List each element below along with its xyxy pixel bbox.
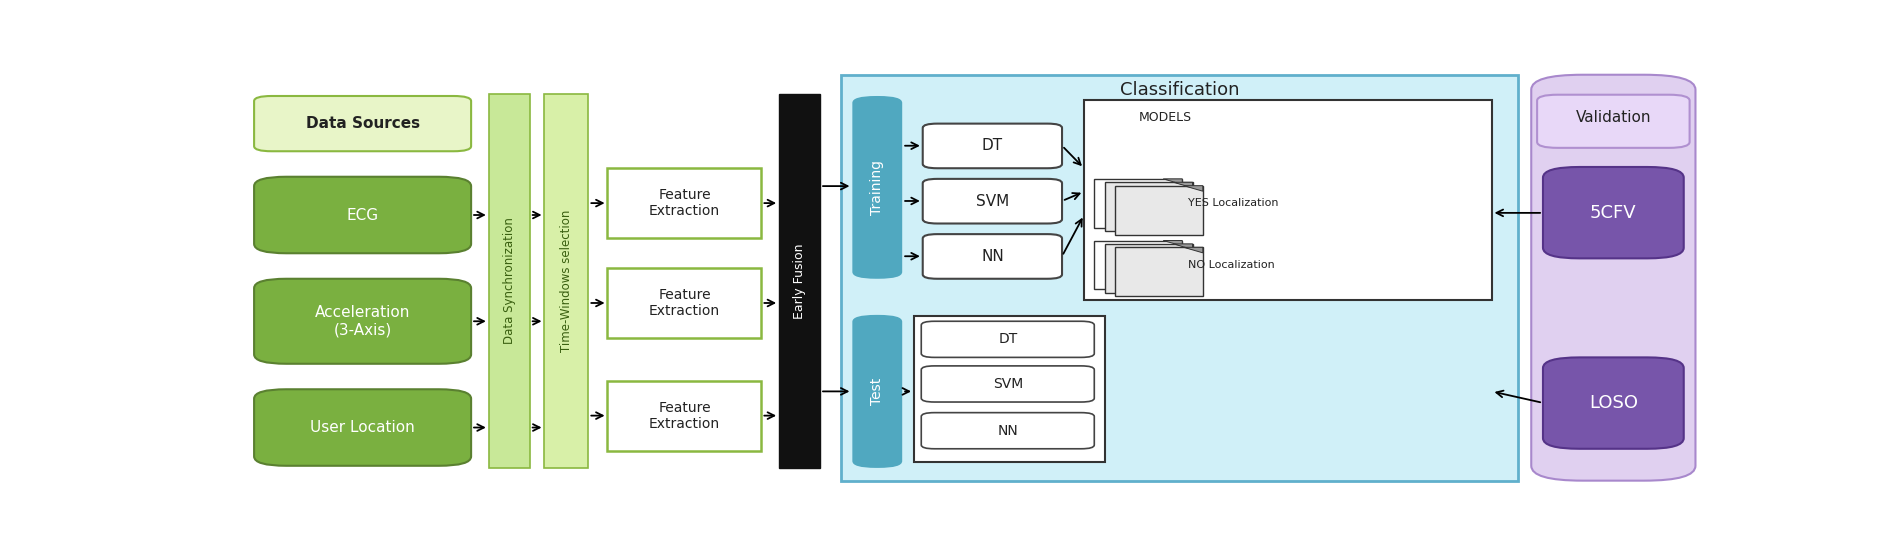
FancyBboxPatch shape	[840, 75, 1517, 481]
FancyBboxPatch shape	[851, 96, 902, 279]
FancyBboxPatch shape	[254, 177, 471, 253]
Text: Classification: Classification	[1120, 81, 1239, 99]
Polygon shape	[1173, 244, 1192, 250]
Text: LOSO: LOSO	[1589, 394, 1638, 412]
Text: SVM: SVM	[976, 194, 1008, 209]
FancyBboxPatch shape	[254, 96, 471, 151]
FancyBboxPatch shape	[921, 321, 1094, 357]
FancyBboxPatch shape	[1094, 241, 1182, 289]
FancyBboxPatch shape	[851, 315, 902, 468]
FancyBboxPatch shape	[923, 179, 1061, 224]
FancyBboxPatch shape	[545, 94, 588, 468]
FancyBboxPatch shape	[254, 389, 471, 466]
Polygon shape	[1164, 179, 1182, 184]
FancyBboxPatch shape	[607, 381, 761, 451]
FancyBboxPatch shape	[1105, 182, 1192, 231]
Polygon shape	[1164, 241, 1182, 246]
FancyBboxPatch shape	[1084, 100, 1491, 300]
Text: Time-Windows selection: Time-Windows selection	[560, 210, 573, 352]
Text: User Location: User Location	[310, 420, 414, 435]
Text: NN: NN	[982, 249, 1005, 264]
Text: Training: Training	[870, 160, 884, 215]
Text: Data Sources: Data Sources	[305, 116, 420, 131]
Text: Feature
Extraction: Feature Extraction	[649, 401, 721, 431]
FancyBboxPatch shape	[254, 279, 471, 364]
Polygon shape	[1184, 185, 1203, 191]
Text: YES Localization: YES Localization	[1188, 198, 1279, 208]
Text: 5CFV: 5CFV	[1589, 204, 1637, 222]
FancyBboxPatch shape	[923, 124, 1061, 168]
Polygon shape	[1173, 182, 1192, 188]
FancyBboxPatch shape	[1544, 167, 1684, 258]
Text: Early Fusion: Early Fusion	[793, 243, 806, 319]
FancyBboxPatch shape	[1531, 75, 1695, 481]
FancyBboxPatch shape	[1105, 244, 1192, 293]
FancyBboxPatch shape	[607, 168, 761, 238]
Text: SVM: SVM	[993, 377, 1024, 391]
FancyBboxPatch shape	[488, 94, 530, 468]
FancyBboxPatch shape	[1114, 185, 1203, 235]
Text: NO Localization: NO Localization	[1188, 260, 1275, 270]
Text: DT: DT	[982, 139, 1003, 153]
Text: Test: Test	[870, 378, 884, 405]
FancyBboxPatch shape	[921, 366, 1094, 402]
FancyBboxPatch shape	[607, 268, 761, 338]
Text: Feature
Extraction: Feature Extraction	[649, 188, 721, 219]
Text: NN: NN	[997, 424, 1018, 438]
Polygon shape	[1184, 247, 1203, 253]
FancyBboxPatch shape	[780, 94, 819, 468]
Text: MODELS: MODELS	[1139, 111, 1192, 124]
FancyBboxPatch shape	[1094, 179, 1182, 228]
FancyBboxPatch shape	[923, 234, 1061, 279]
Text: Data Synchronization: Data Synchronization	[503, 217, 517, 344]
FancyBboxPatch shape	[1114, 247, 1203, 296]
Text: DT: DT	[999, 332, 1018, 346]
FancyBboxPatch shape	[1544, 357, 1684, 449]
Text: Acceleration
(3-Axis): Acceleration (3-Axis)	[314, 305, 411, 337]
FancyBboxPatch shape	[921, 413, 1094, 449]
FancyBboxPatch shape	[914, 316, 1105, 463]
Text: Feature
Extraction: Feature Extraction	[649, 288, 721, 319]
Text: Validation: Validation	[1576, 110, 1652, 125]
Text: ECG: ECG	[346, 208, 378, 222]
FancyBboxPatch shape	[1536, 95, 1690, 148]
